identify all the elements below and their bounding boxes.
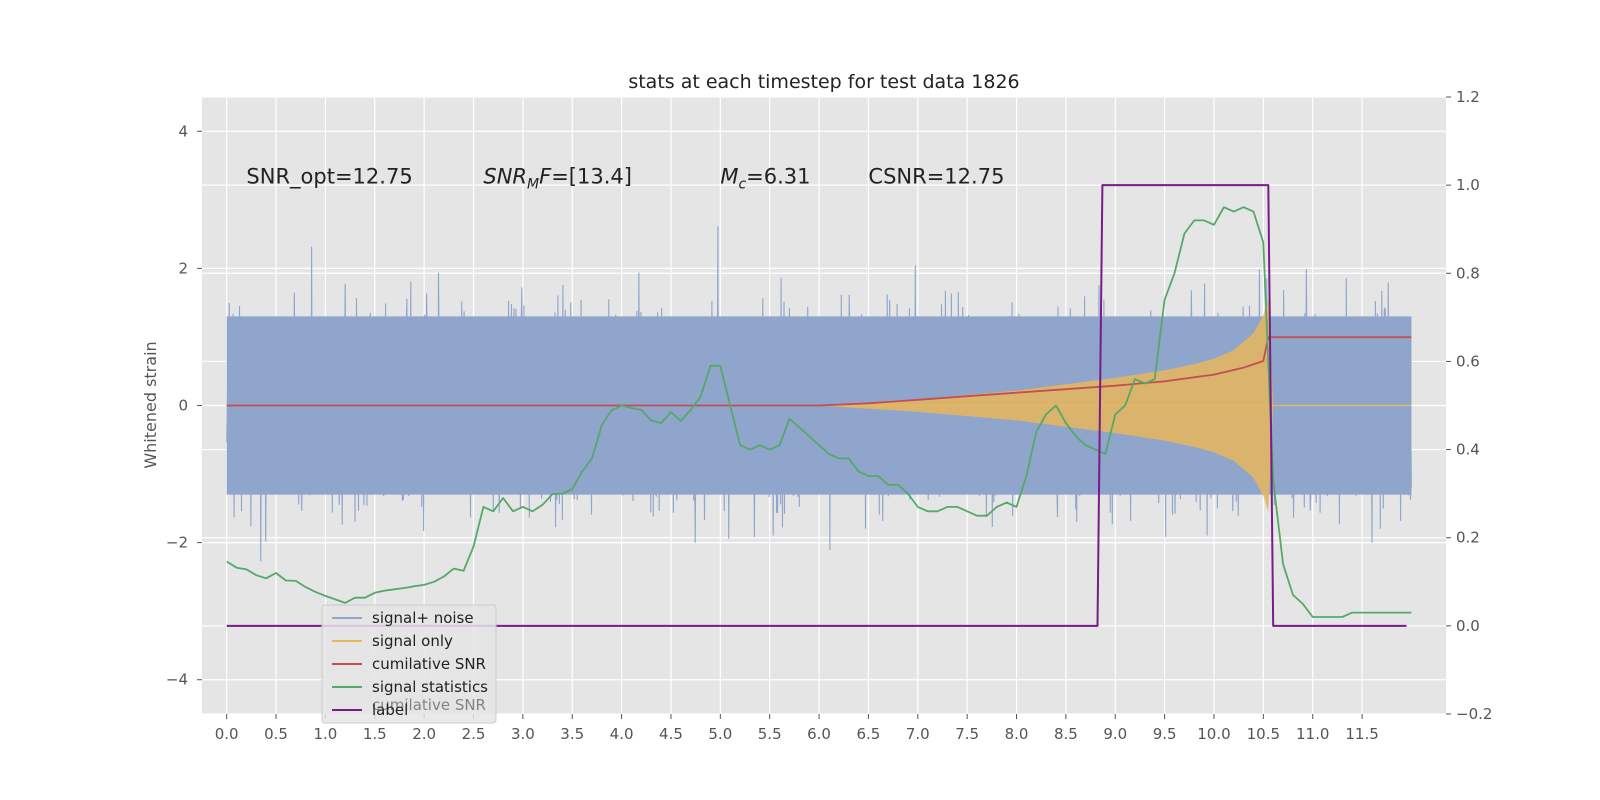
annotation-1: SNRMF=[13.4] xyxy=(483,164,632,192)
x-tick-label: 7.0 xyxy=(906,725,930,743)
y2-tick-label: 1.2 xyxy=(1456,88,1480,106)
x-tick-label: 6.0 xyxy=(807,725,831,743)
label-line xyxy=(226,184,1407,627)
x-tick-label: 1.5 xyxy=(363,725,387,743)
x-tick-label: 4.0 xyxy=(610,725,634,743)
legend: cumilative SNR signal+ noise signal only cu… xyxy=(321,604,497,724)
legend-label: cumilative SNR xyxy=(372,655,486,673)
x-tick-label: 2.5 xyxy=(462,725,486,743)
y2-tick-label: 0.4 xyxy=(1456,441,1480,459)
cumulative-snr-line xyxy=(226,336,1412,407)
x-tick-label: 11.5 xyxy=(1345,725,1378,743)
x-tick-label: 0.0 xyxy=(215,725,239,743)
lines-layer xyxy=(226,184,1412,627)
x-tick-label: 4.5 xyxy=(659,725,683,743)
annotation-symbol-tail: F xyxy=(539,164,552,188)
x-tick-label: 10.5 xyxy=(1247,725,1280,743)
y-tick-label: 4 xyxy=(178,122,188,140)
y-tick-label: 0 xyxy=(178,397,188,415)
x-tick-label: 3.0 xyxy=(511,725,535,743)
x-tick-label: 8.5 xyxy=(1054,725,1078,743)
annotation-subscript: c xyxy=(738,176,746,192)
x-tick-label: 6.5 xyxy=(856,725,880,743)
y-axis-label: Whitened strain xyxy=(141,341,160,468)
annotation-symbol: M xyxy=(720,164,738,188)
x-tick-label: 8.0 xyxy=(1005,725,1029,743)
x-tick-label: 9.0 xyxy=(1103,725,1127,743)
x-tick-label: 5.0 xyxy=(708,725,732,743)
x-tick-label: 0.5 xyxy=(264,725,288,743)
legend-label: label xyxy=(372,701,408,719)
legend-label: signal only xyxy=(372,632,453,650)
signal-layer xyxy=(819,299,1412,512)
y2-tick-label: 0.2 xyxy=(1456,529,1480,547)
x-tick-label: 9.5 xyxy=(1153,725,1177,743)
y-tick-label: 2 xyxy=(178,259,188,277)
y2-tick-label: 1.0 xyxy=(1456,176,1480,194)
x-tick-label: 5.5 xyxy=(758,725,782,743)
x-tick-label: 10.0 xyxy=(1197,725,1230,743)
x-tick-label: 7.5 xyxy=(955,725,979,743)
annotation-0: SNR_opt=12.75 xyxy=(246,164,412,189)
annotation-2: Mc=6.31 xyxy=(720,164,810,192)
annotation-layer: SNR_opt=12.75 SNRMF=[13.4] Mc=6.31 CSNR=12.… xyxy=(246,164,1004,192)
legend-label: signal+ noise xyxy=(372,609,474,627)
x-tick-label: 3.5 xyxy=(560,725,584,743)
annotation-3: CSNR=12.75 xyxy=(868,164,1004,188)
annotation-value: =6.31 xyxy=(746,164,810,188)
chart-title: stats at each timestep for test data 182… xyxy=(628,71,1019,93)
y2-tick-label: 0.6 xyxy=(1456,352,1480,370)
signal-statistics-line xyxy=(226,206,1412,618)
y2-tick-label: −0.2 xyxy=(1456,705,1492,723)
annotation-subscript: M xyxy=(527,176,539,192)
legend-box xyxy=(321,604,497,724)
x-tick-label: 2.0 xyxy=(412,725,436,743)
legend-label: signal statistics xyxy=(372,678,488,696)
annotation-value: =[13.4] xyxy=(551,164,632,188)
y-tick-label: −2 xyxy=(166,534,188,552)
y2-tick-label: 0.0 xyxy=(1456,617,1480,635)
x-tick-label: 11.0 xyxy=(1296,725,1329,743)
x-tick-label: 1.0 xyxy=(313,725,337,743)
y2-tick-label: 0.8 xyxy=(1456,264,1480,282)
axes-layer: 0.0 0.5 1.0 1.5 2.0 2.5 3.0 3.5 4.0 4.5 5.0 5.5 6.0 6… xyxy=(166,88,1493,743)
y-tick-label: −4 xyxy=(166,671,188,689)
annotation-symbol: SNR xyxy=(483,164,527,188)
legend-overlap-text: cumilative SNR xyxy=(372,696,486,714)
